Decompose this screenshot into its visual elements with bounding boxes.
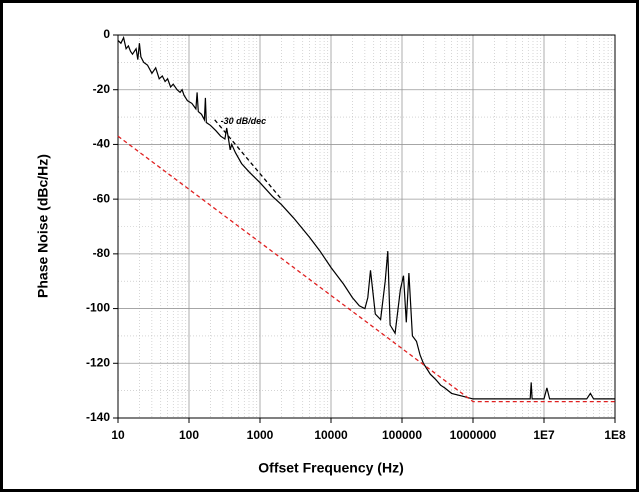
y-tick-label: -140 [86, 410, 110, 424]
x-tick-label: 10 [111, 428, 125, 442]
x-tick-label: 100000 [382, 428, 422, 442]
y-tick-label: -100 [86, 301, 110, 315]
x-tick-label: 10000 [314, 428, 348, 442]
y-tick-label: -60 [93, 191, 111, 205]
x-axis-label: Offset Frequency (Hz) [258, 460, 403, 476]
y-tick-label: -120 [86, 355, 110, 369]
x-tick-label: 1000000 [450, 428, 497, 442]
data-line [214, 119, 282, 200]
x-tick-label: 100 [179, 428, 199, 442]
data-line [117, 135, 615, 403]
data-line [117, 35, 615, 400]
y-tick-label: 0 [103, 27, 110, 41]
y-axis-label: Phase Noise (dBc/Hz) [35, 154, 51, 298]
y-tick-label: -20 [93, 82, 111, 96]
y-tick-label: -40 [93, 137, 111, 151]
x-tick-label: 1E8 [604, 428, 626, 442]
y-tick-label: -80 [93, 246, 111, 260]
x-tick-label: 1E7 [533, 428, 555, 442]
plot-border [117, 34, 616, 419]
annotation: -30 dB/dec [221, 116, 267, 126]
x-tick-label: 1000 [247, 428, 274, 442]
